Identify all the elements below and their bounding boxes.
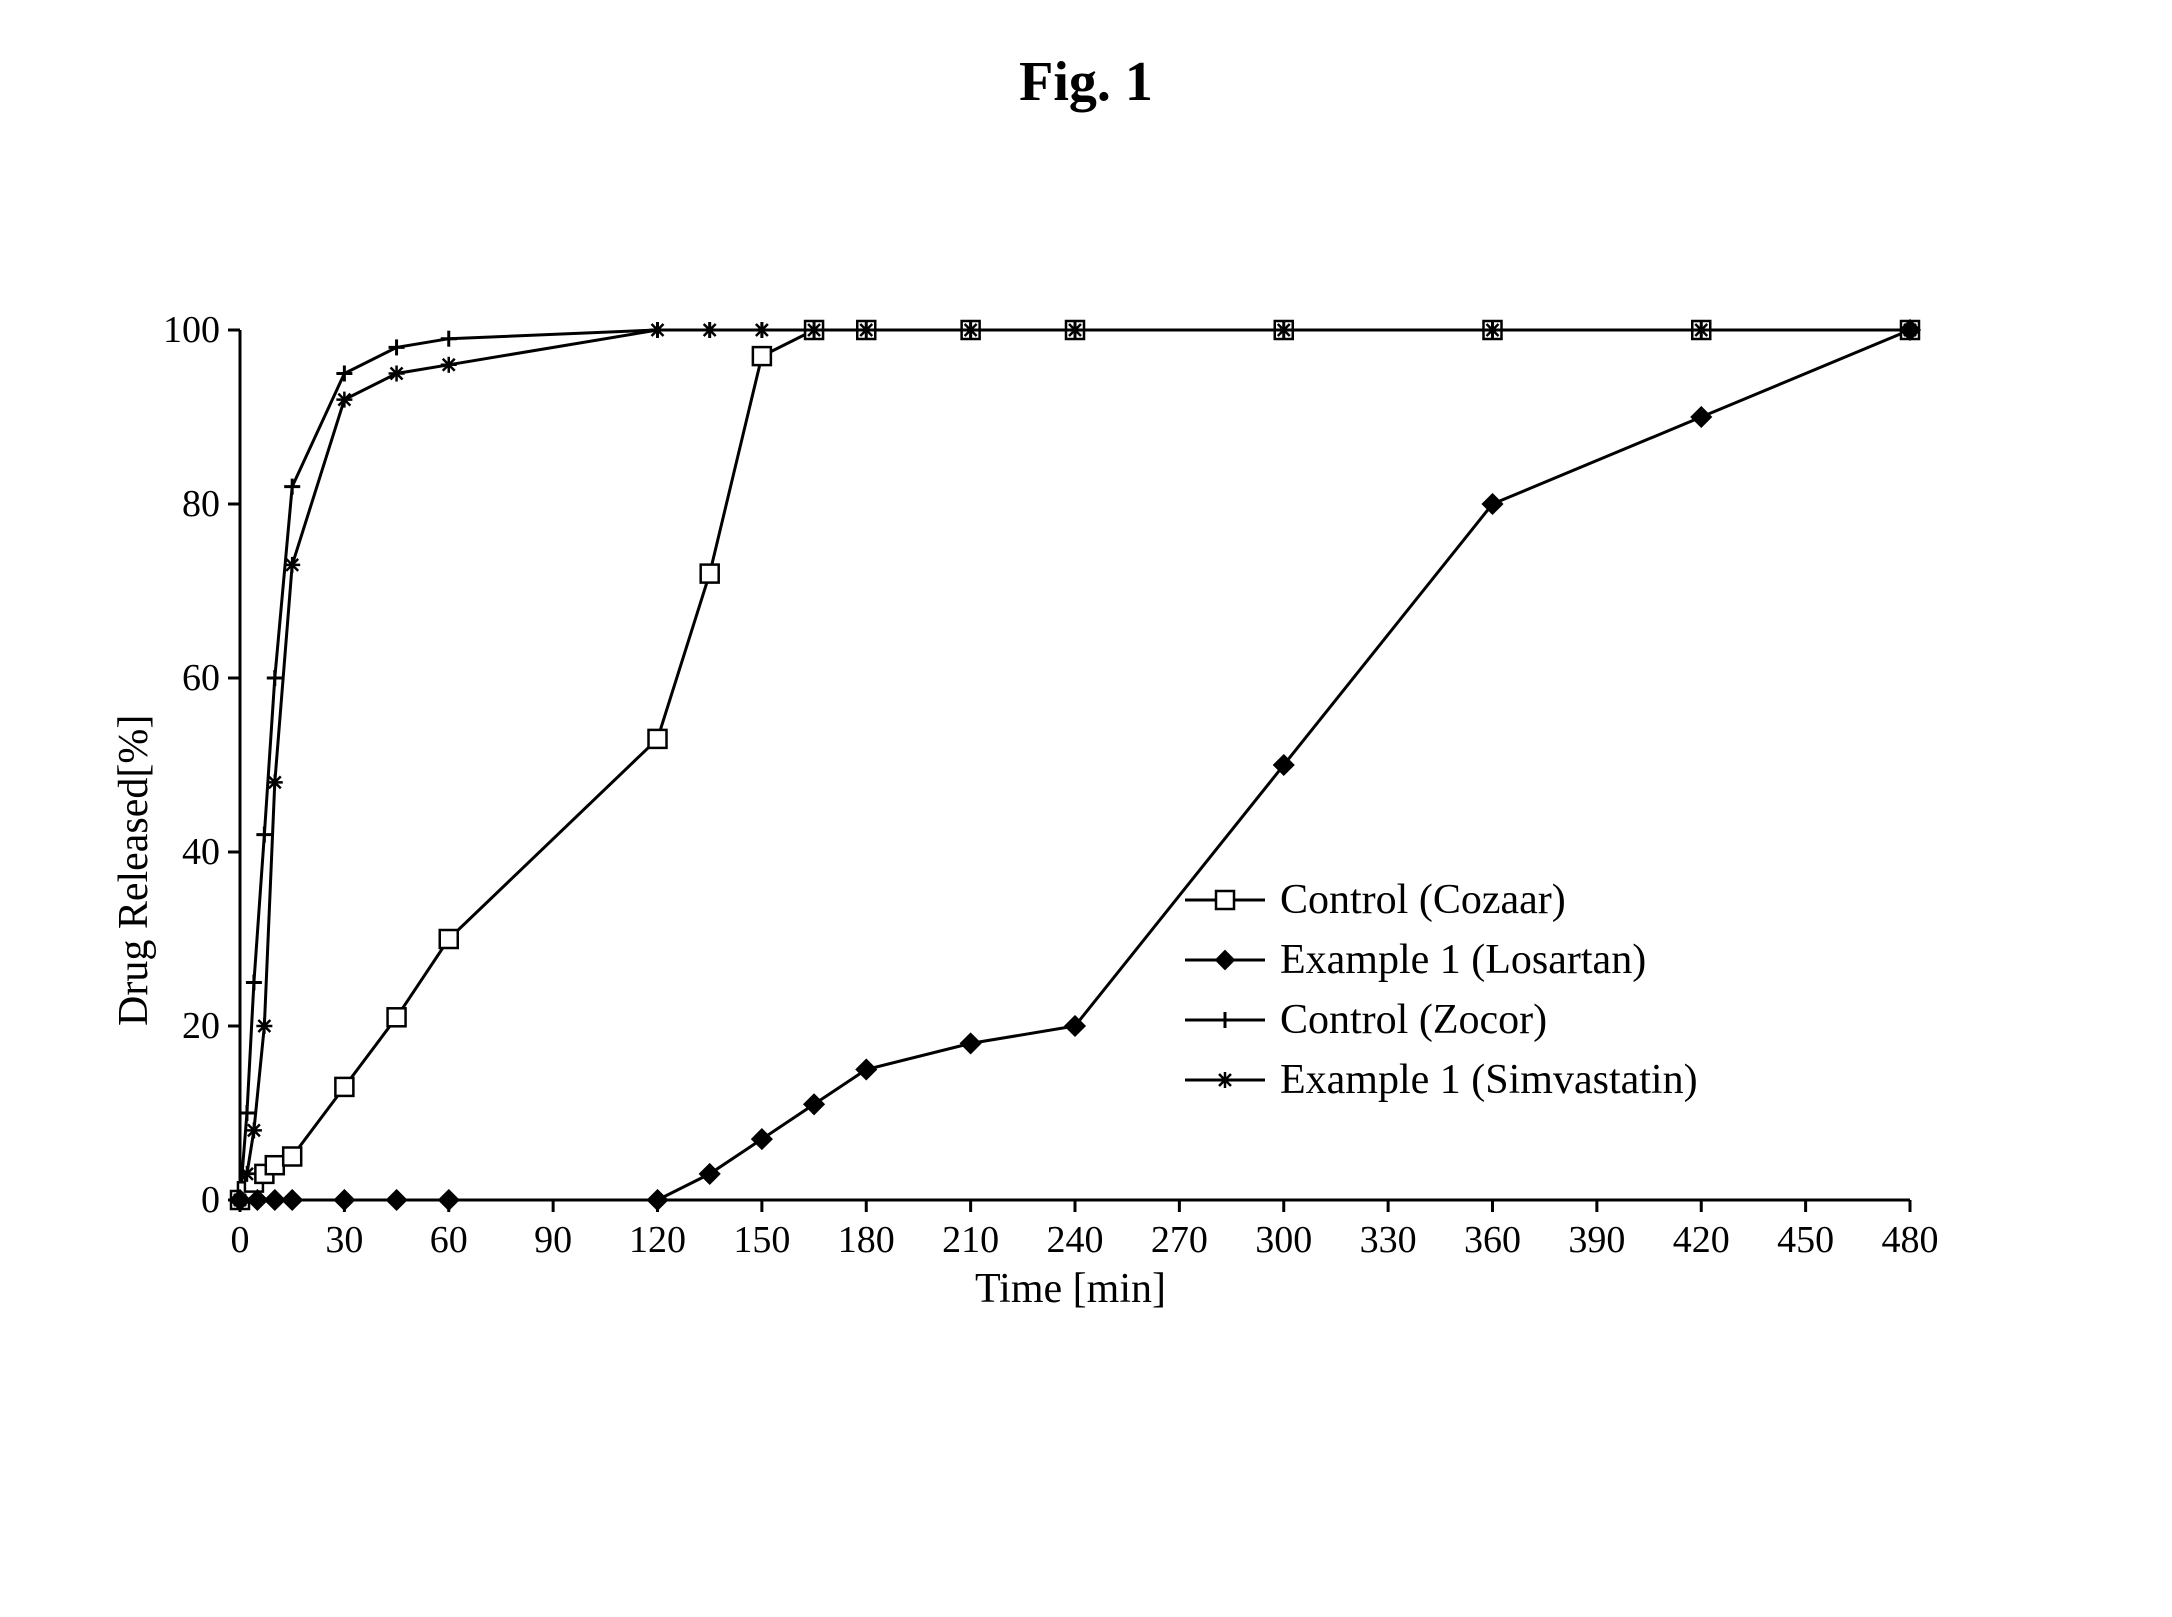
y-tick-label: 100: [130, 308, 220, 352]
figure-title: Fig. 1: [1019, 50, 1153, 114]
x-tick-label: 180: [826, 1218, 906, 1262]
x-tick-label: 300: [1244, 1218, 1324, 1262]
legend-marker-icon: [1180, 930, 1270, 990]
x-tick-label: 150: [722, 1218, 802, 1262]
y-tick-label: 0: [130, 1178, 220, 1222]
x-tick-label: 30: [304, 1218, 384, 1262]
legend-marker-icon: [1180, 1050, 1270, 1110]
x-tick-label: 210: [931, 1218, 1011, 1262]
x-tick-label: 390: [1557, 1218, 1637, 1262]
y-tick-label: 80: [130, 482, 220, 526]
x-tick-label: 120: [618, 1218, 698, 1262]
legend-label: Control (Cozaar): [1280, 876, 1566, 924]
x-tick-label: 90: [513, 1218, 593, 1262]
legend-item-control-zocor: Control (Zocor): [1180, 990, 1698, 1050]
legend: Control (Cozaar) Example 1 (Losartan) Cont…: [1180, 870, 1698, 1110]
x-tick-label: 420: [1661, 1218, 1741, 1262]
x-tick-label: 480: [1870, 1218, 1950, 1262]
y-tick-label: 20: [130, 1004, 220, 1048]
legend-marker-icon: [1180, 870, 1270, 930]
x-tick-label: 270: [1139, 1218, 1219, 1262]
x-tick-label: 0: [200, 1218, 280, 1262]
x-tick-label: 450: [1766, 1218, 1846, 1262]
plot-area: [140, 230, 2010, 1300]
y-tick-label: 40: [130, 830, 220, 874]
x-tick-label: 240: [1035, 1218, 1115, 1262]
legend-label: Example 1 (Simvastatin): [1280, 1056, 1698, 1104]
legend-label: Example 1 (Losartan): [1280, 936, 1646, 984]
legend-marker-icon: [1180, 990, 1270, 1050]
y-tick-label: 60: [130, 656, 220, 700]
legend-item-control-cozaar: Control (Cozaar): [1180, 870, 1698, 930]
x-tick-label: 60: [409, 1218, 489, 1262]
legend-label: Control (Zocor): [1280, 996, 1547, 1044]
x-tick-label: 360: [1453, 1218, 1533, 1262]
x-axis-label: Time [min]: [975, 1265, 1166, 1313]
chart-container: Fig. 1 Drug Released[%] Time [min] Contr…: [0, 0, 2172, 1617]
legend-item-example1-simvastatin: Example 1 (Simvastatin): [1180, 1050, 1698, 1110]
x-tick-label: 330: [1348, 1218, 1428, 1262]
legend-item-example1-losartan: Example 1 (Losartan): [1180, 930, 1698, 990]
